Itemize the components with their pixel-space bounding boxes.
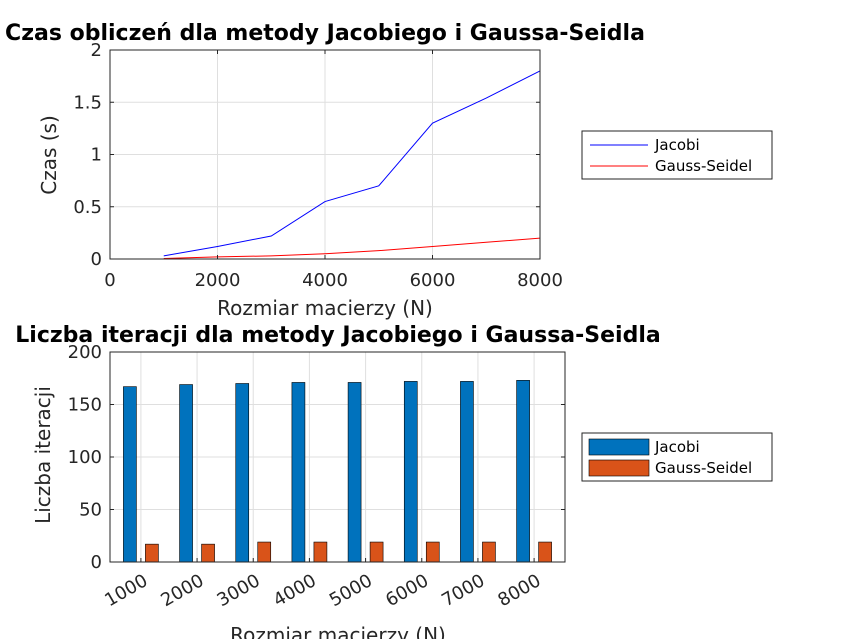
gauss-seidel-bar (257, 541, 272, 563)
iterations-chart-title: Liczba iteracji dla metody Jacobiego i G… (15, 323, 660, 348)
y-tick-label: 2 (91, 40, 102, 61)
legend-jacobi-swatch (588, 438, 650, 456)
iterations-chart-y-axis-label: Liczba iteracji (31, 386, 55, 524)
iterations-chart-grid (110, 351, 565, 563)
jacobi-bar (516, 380, 530, 563)
time-chart-x-axis-label: Rozmiar macierzy (N) (217, 296, 433, 320)
y-tick-label: 150 (68, 395, 102, 416)
iterations-chart-bars (123, 380, 552, 563)
x-tick-label: 6000 (382, 570, 432, 611)
x-tick-label: 6000 (410, 270, 456, 291)
y-tick-label: 1.5 (73, 92, 102, 113)
y-tick-label: 200 (68, 342, 102, 363)
y-tick-label: 0 (91, 552, 102, 573)
iterations-chart: 1000 2000 3000 4000 5000 6000 7000 8000 0 50 100 15… (15, 323, 773, 639)
gauss-seidel-bar (538, 541, 552, 563)
jacobi-bar (179, 384, 193, 563)
x-tick-label: 5000 (326, 570, 376, 611)
gauss-seidel-bar (369, 541, 384, 563)
iterations-chart-legend: Jacobi Gauss-Seidel (581, 432, 773, 482)
gauss-seidel-bar (482, 541, 496, 563)
legend-gauss-seidel-swatch (588, 459, 650, 477)
time-chart-legend: Jacobi Gauss-Seidel (581, 130, 773, 180)
legend-gauss-seidel-label: Gauss-Seidel (655, 459, 752, 477)
legend-jacobi-label: Jacobi (654, 438, 700, 456)
jacobi-bar (403, 381, 418, 563)
x-tick-label: 3000 (214, 570, 264, 611)
jacobi-bar (347, 382, 362, 563)
gauss-seidel-bar (425, 541, 440, 563)
x-tick-label: 4000 (302, 270, 348, 291)
jacobi-bar (291, 382, 306, 563)
y-tick-label: 1 (91, 145, 102, 166)
gauss-seidel-time-line (163, 237, 541, 259)
gauss-seidel-bar (313, 541, 328, 563)
jacobi-bar (460, 381, 474, 563)
jacobi-bar (235, 383, 250, 563)
time-chart: 0 2000 4000 6000 8000 0 0.5 1 1.5 2 Czas obliczeń… (5, 21, 773, 320)
gauss-seidel-bar (201, 543, 215, 563)
time-chart-y-axis-label: Czas (s) (37, 115, 61, 195)
x-tick-label: 0 (104, 270, 115, 291)
legend-box (581, 130, 773, 180)
x-tick-label: 2000 (195, 270, 241, 291)
jacobi-time-line (163, 70, 541, 257)
x-tick-label: 8000 (494, 570, 544, 611)
iterations-chart-x-axis-label: Rozmiar macierzy (N) (230, 623, 446, 639)
time-chart-ticks: 0 2000 4000 6000 8000 0 0.5 1 1.5 2 (73, 40, 563, 291)
time-chart-series (163, 70, 541, 259)
y-tick-label: 0.5 (73, 197, 102, 218)
x-tick-label: 7000 (438, 570, 488, 611)
time-chart-grid (109, 49, 541, 260)
legend-gauss-seidel-label: Gauss-Seidel (655, 157, 752, 175)
time-chart-title: Czas obliczeń dla metody Jacobiego i Gau… (5, 21, 645, 46)
y-tick-label: 0 (91, 249, 102, 270)
x-tick-label: 4000 (270, 570, 320, 611)
gauss-seidel-bar (145, 543, 159, 563)
x-tick-label: 1000 (101, 570, 151, 611)
iterations-chart-ticks: 1000 2000 3000 4000 5000 6000 7000 8000 0 50 100 15… (68, 342, 565, 611)
x-tick-label: 2000 (157, 570, 207, 611)
x-tick-label: 8000 (517, 270, 563, 291)
y-tick-label: 100 (68, 447, 102, 468)
legend-jacobi-label: Jacobi (654, 136, 700, 154)
y-tick-label: 50 (79, 500, 102, 521)
jacobi-bar (123, 386, 137, 563)
